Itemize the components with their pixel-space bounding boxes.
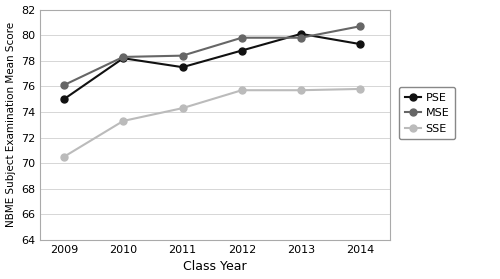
MSE <box>358 25 364 28</box>
Line: SSE: SSE <box>60 85 364 160</box>
PSE <box>239 49 245 52</box>
SSE <box>298 88 304 92</box>
PSE <box>298 32 304 35</box>
Line: MSE: MSE <box>60 23 364 88</box>
SSE <box>180 107 186 110</box>
SSE <box>120 119 126 123</box>
Line: PSE: PSE <box>60 30 364 103</box>
MSE <box>180 54 186 57</box>
MSE <box>239 36 245 39</box>
X-axis label: Class Year: Class Year <box>184 260 247 273</box>
SSE <box>239 88 245 92</box>
PSE <box>180 66 186 69</box>
Legend: PSE, MSE, SSE: PSE, MSE, SSE <box>399 87 455 140</box>
PSE <box>358 42 364 46</box>
PSE <box>120 57 126 60</box>
MSE <box>61 83 67 87</box>
PSE <box>61 97 67 101</box>
MSE <box>298 36 304 39</box>
Y-axis label: NBME Subject Examination Mean Score: NBME Subject Examination Mean Score <box>6 22 16 227</box>
MSE <box>120 55 126 59</box>
SSE <box>61 155 67 158</box>
SSE <box>358 87 364 91</box>
